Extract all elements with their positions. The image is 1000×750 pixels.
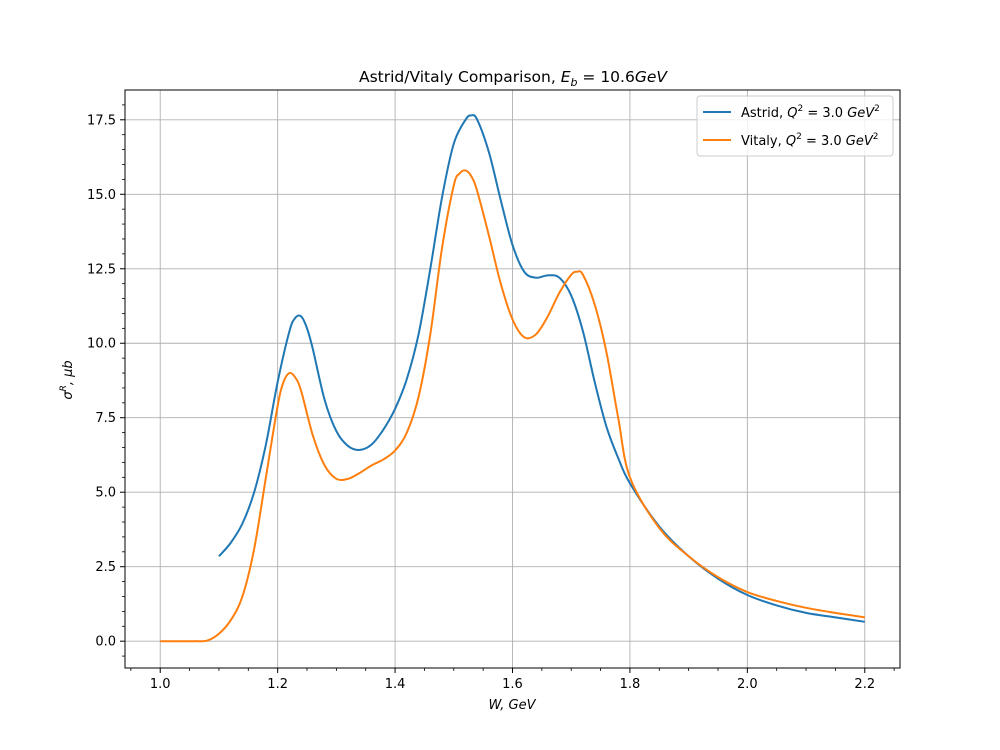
legend-astrid-prefix: Astrid,	[741, 106, 787, 121]
legend-vitaly-prefix: Vitaly,	[741, 134, 786, 149]
chart-title-sub: b	[571, 76, 578, 89]
y-tick-label: 0.0	[95, 635, 116, 650]
legend-vitaly-rest: = 3.0	[802, 134, 846, 149]
x-tick-label: 2.0	[737, 677, 758, 692]
y-tick-label: 15.0	[87, 188, 116, 203]
x-tick-label: 1.0	[150, 677, 171, 692]
chart-title: Astrid/Vitaly Comparison, Eb = 10.6GeV	[359, 68, 668, 89]
legend: Astrid, Q2 = 3.0 GeV2 Vitaly, Q2 = 3.0 G…	[696, 95, 894, 157]
legend-vitaly-unit: GeV	[846, 134, 874, 149]
legend-astrid-rest: = 3.0	[803, 106, 847, 121]
y-axis-label: σR, μb	[59, 360, 76, 399]
legend-vitaly-unit-sup: 2	[873, 132, 879, 142]
legend-label-astrid: Astrid, Q2 = 3.0 GeV2	[741, 104, 880, 121]
chart-title-unit: GeV	[635, 68, 669, 86]
legend-vitaly-sup: 2	[796, 132, 802, 142]
x-tick-label: 1.6	[502, 677, 523, 692]
series-line-vitaly	[160, 169, 865, 643]
y-tick-label: 17.5	[87, 113, 116, 128]
axis-ticks: 1.0 1.2 1.4 1.6 1.8 2.0 2.2 0.0 2.5 5.0 7.5 10.0 12.…	[87, 104, 895, 692]
x-tick-label: 2.2	[854, 677, 875, 692]
y-tick-label: 10.0	[87, 337, 116, 352]
legend-astrid-unit: GeV	[847, 106, 875, 121]
y-axis-label-sup: R	[59, 385, 69, 391]
y-tick-label: 12.5	[87, 262, 116, 277]
y-tick-label: 7.5	[95, 411, 116, 426]
legend-vitaly-math: Q	[786, 134, 796, 149]
chart-title-math: E	[561, 68, 571, 86]
x-tick-label: 1.2	[267, 677, 288, 692]
y-axis-label-base: σ	[61, 391, 76, 400]
legend-astrid-sup: 2	[797, 104, 803, 114]
y-tick-label: 2.5	[95, 560, 116, 575]
y-tick-label: 5.0	[95, 486, 116, 501]
legend-label-vitaly: Vitaly, Q2 = 3.0 GeV2	[741, 132, 879, 149]
y-axis-label-rest: , μb	[61, 360, 76, 385]
legend-astrid-unit-sup: 2	[874, 104, 880, 114]
series-lines	[160, 114, 865, 643]
legend-astrid-math: Q	[787, 106, 797, 121]
x-tick-label: 1.4	[385, 677, 406, 692]
grid	[125, 90, 900, 668]
x-axis-label: W, GeV	[488, 698, 536, 713]
legend-box	[696, 95, 894, 157]
chart-title-prefix: Astrid/Vitaly Comparison,	[359, 68, 561, 86]
x-tick-label: 1.8	[620, 677, 641, 692]
chart-title-rest: = 10.6	[577, 68, 634, 86]
